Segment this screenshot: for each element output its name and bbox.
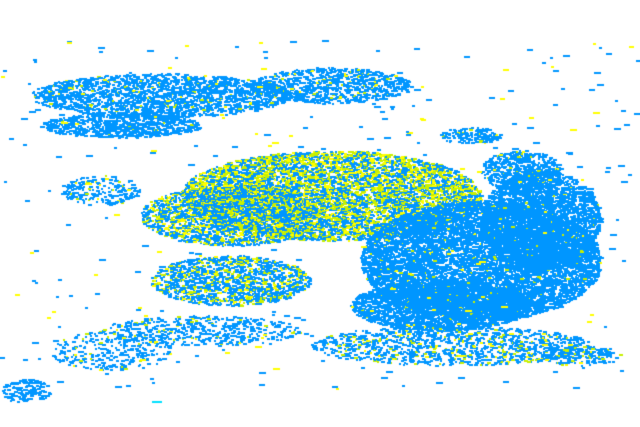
echo-field xyxy=(0,0,640,427)
